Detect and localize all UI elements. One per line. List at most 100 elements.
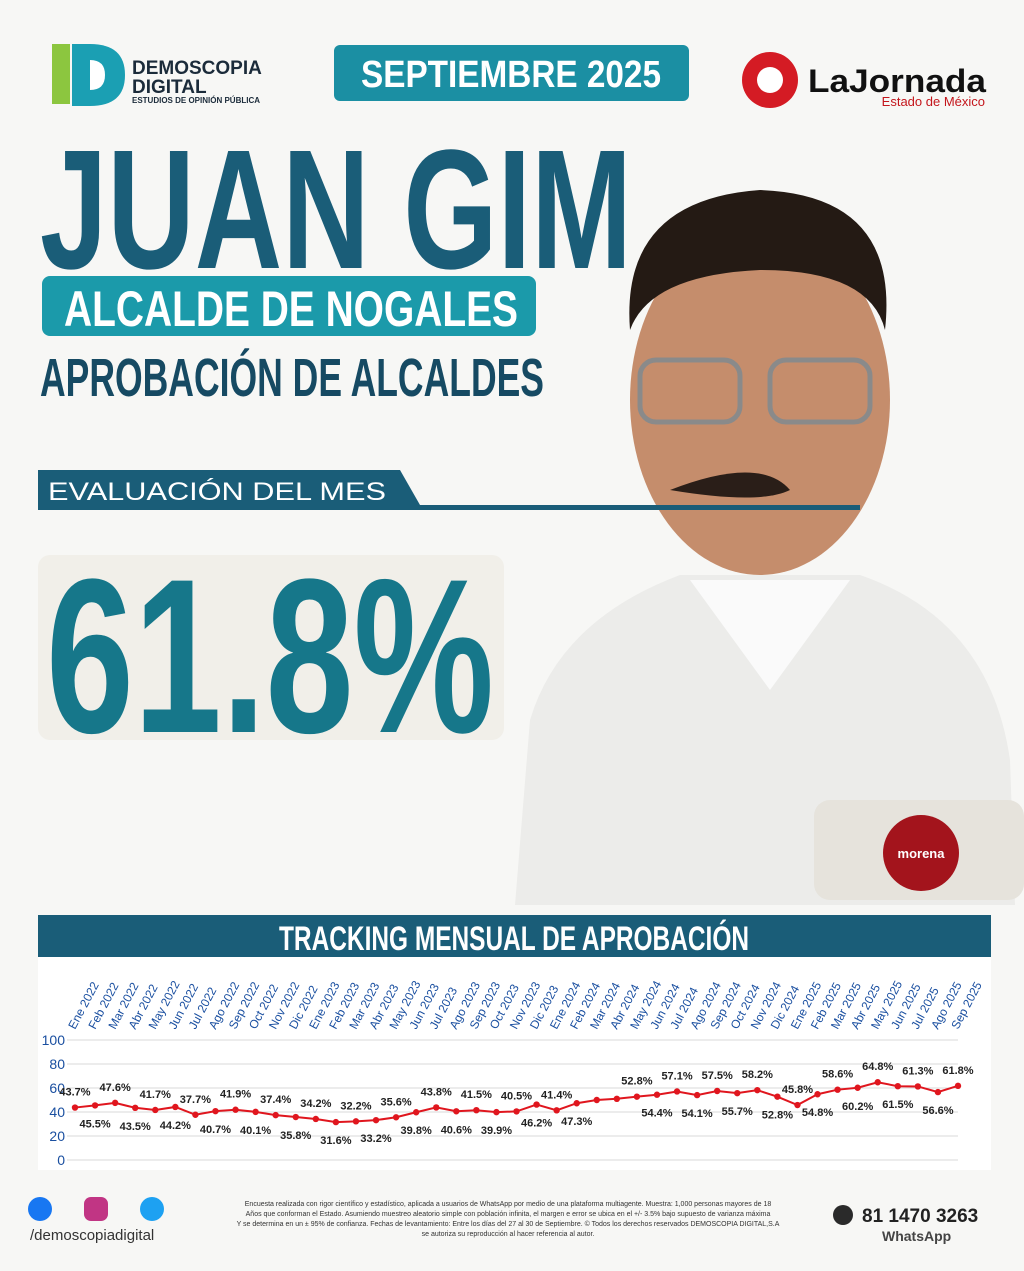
candidate-name: JUAN GIM bbox=[40, 115, 632, 305]
data-label: 37.7% bbox=[180, 1094, 211, 1106]
disclaimer-line: se autoriza su reproducción al hacer ref… bbox=[422, 1231, 595, 1238]
data-label: 57.5% bbox=[702, 1070, 733, 1082]
instagram-icon bbox=[84, 1197, 108, 1221]
data-point bbox=[533, 1101, 540, 1108]
data-label: 54.8% bbox=[802, 1107, 833, 1119]
data-point bbox=[734, 1089, 741, 1097]
data-point bbox=[713, 1087, 721, 1095]
data-point bbox=[152, 1106, 159, 1114]
data-point bbox=[573, 1100, 580, 1107]
data-point bbox=[252, 1108, 259, 1116]
data-point bbox=[613, 1095, 621, 1103]
data-label: 56.6% bbox=[922, 1105, 953, 1117]
y-tick-label: 0 bbox=[57, 1152, 65, 1168]
data-label: 37.4% bbox=[260, 1094, 291, 1106]
data-point bbox=[633, 1093, 641, 1100]
data-label: 61.8% bbox=[942, 1065, 973, 1077]
data-point bbox=[392, 1114, 400, 1121]
data-point bbox=[693, 1091, 701, 1099]
social-handle: /demoscopiadigital bbox=[30, 1227, 154, 1244]
data-label: 47.3% bbox=[561, 1116, 592, 1128]
data-point bbox=[433, 1104, 440, 1111]
brand-sub: DIGITAL bbox=[132, 77, 207, 98]
data-label: 32.2% bbox=[340, 1100, 371, 1112]
month-label: EVALUACIÓN DEL MES bbox=[48, 477, 386, 506]
disclaimer: Encuesta realizada con rigor científico … bbox=[237, 1201, 780, 1238]
disclaimer-line: Encuesta realizada con rigor científico … bbox=[245, 1201, 772, 1208]
y-tick-label: 20 bbox=[49, 1128, 65, 1144]
data-label: 54.4% bbox=[641, 1108, 672, 1120]
data-label: 35.8% bbox=[280, 1130, 311, 1142]
facebook-icon bbox=[28, 1197, 52, 1221]
data-label: 40.7% bbox=[200, 1124, 231, 1136]
data-point bbox=[794, 1101, 801, 1109]
data-label: 43.5% bbox=[120, 1121, 151, 1133]
data-point bbox=[854, 1084, 861, 1091]
data-point bbox=[673, 1088, 681, 1095]
data-point bbox=[172, 1103, 179, 1111]
data-label: 54.1% bbox=[682, 1108, 713, 1120]
chart-title: TRACKING MENSUAL DE APROBACIÓN bbox=[279, 920, 749, 958]
chart-title-band bbox=[38, 915, 991, 957]
data-label: 41.5% bbox=[461, 1089, 492, 1101]
data-label: 55.7% bbox=[722, 1106, 753, 1118]
data-point bbox=[292, 1113, 299, 1121]
y-tick-label: 40 bbox=[49, 1104, 65, 1120]
data-point bbox=[513, 1108, 520, 1115]
data-label: 43.7% bbox=[59, 1087, 90, 1099]
data-point bbox=[493, 1108, 500, 1116]
data-point bbox=[593, 1096, 600, 1104]
data-label: 41.7% bbox=[140, 1089, 171, 1101]
brand-tag: ESTUDIOS DE OPINIÓN PÚBLICA bbox=[132, 96, 260, 105]
whatsapp-icon bbox=[833, 1205, 853, 1225]
data-label: 41.4% bbox=[541, 1089, 572, 1101]
data-label: 60.2% bbox=[842, 1101, 873, 1113]
y-tick-label: 80 bbox=[49, 1056, 65, 1072]
month-value: 61.8% bbox=[46, 533, 494, 779]
role-box bbox=[42, 276, 536, 336]
disclaimer-line: Años que conforman el Estado. Asumiendo … bbox=[246, 1211, 771, 1218]
date-box bbox=[334, 45, 689, 101]
month-band bbox=[38, 470, 860, 510]
data-label: 31.6% bbox=[320, 1135, 351, 1147]
data-label: 52.8% bbox=[762, 1110, 793, 1122]
data-point bbox=[132, 1104, 139, 1112]
data-label: 58.6% bbox=[822, 1069, 853, 1081]
data-label: 52.8% bbox=[621, 1076, 652, 1088]
data-point bbox=[754, 1086, 761, 1094]
partner-logo-core bbox=[757, 67, 783, 93]
data-label: 40.5% bbox=[501, 1090, 532, 1102]
data-point bbox=[894, 1083, 901, 1090]
data-label: 43.8% bbox=[421, 1086, 452, 1098]
data-label: 33.2% bbox=[360, 1133, 391, 1145]
party-name: morena bbox=[898, 846, 946, 861]
twitter-icon bbox=[140, 1197, 164, 1221]
data-label: 47.6% bbox=[100, 1082, 131, 1094]
data-point bbox=[874, 1079, 881, 1086]
data-point bbox=[473, 1107, 480, 1114]
phone-app: WhatsApp bbox=[882, 1228, 951, 1244]
data-label: 39.9% bbox=[481, 1125, 512, 1137]
data-label: 44.2% bbox=[160, 1120, 191, 1132]
data-point bbox=[352, 1118, 360, 1125]
brand-logo bbox=[52, 44, 125, 106]
date: SEPTIEMBRE 2025 bbox=[361, 54, 661, 96]
data-point bbox=[814, 1091, 821, 1098]
data-label: 39.8% bbox=[401, 1125, 432, 1137]
data-point bbox=[272, 1111, 279, 1119]
party-logo bbox=[883, 815, 959, 891]
data-label: 41.9% bbox=[220, 1089, 251, 1101]
data-label: 45.8% bbox=[782, 1084, 813, 1096]
data-point bbox=[91, 1102, 99, 1109]
y-tick-label: 60 bbox=[49, 1080, 65, 1096]
data-label: 45.5% bbox=[79, 1118, 110, 1130]
partner-name: LaJornada bbox=[808, 63, 986, 99]
y-tick-label: 100 bbox=[42, 1032, 66, 1048]
data-point bbox=[412, 1109, 420, 1116]
month-box bbox=[38, 555, 504, 740]
data-point bbox=[653, 1091, 661, 1098]
disclaimer-line: Y se determina en un ± 95% de confianza.… bbox=[237, 1220, 780, 1228]
data-point bbox=[934, 1088, 942, 1096]
data-point bbox=[111, 1099, 119, 1107]
